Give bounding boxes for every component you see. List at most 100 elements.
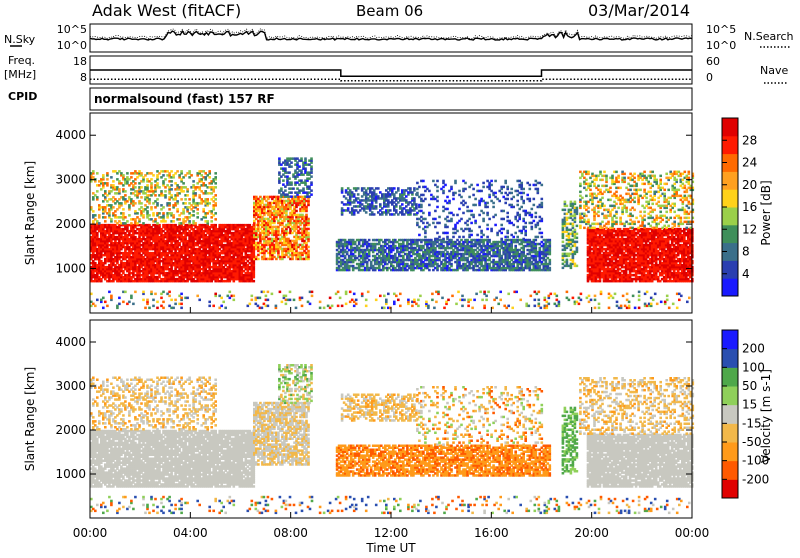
power-cell [194,222,197,225]
power-cell [152,174,155,177]
power-cell [186,188,189,191]
power-cell [310,175,313,178]
power-cell [401,203,404,206]
nsky-label: N.Sky [4,33,36,46]
power-cell [156,222,159,225]
power-cell [310,193,313,196]
power-cell [373,213,376,216]
power-cell [184,202,187,205]
power-cell [164,194,167,197]
power-cell [409,187,412,190]
power-cell [162,206,165,209]
power-cell [112,206,115,209]
power-cell [365,211,368,214]
power-cell [168,202,171,205]
power-cell [305,214,308,217]
power-cell [112,180,115,183]
power-cell [357,187,360,190]
power-cell [288,177,291,180]
power-cell [208,170,211,173]
power-cell [310,165,313,168]
power-cell [180,170,183,173]
power-cell [164,178,167,181]
power-cell [192,210,195,213]
power-cell [102,174,105,177]
power-cell [428,269,431,272]
power-cell [196,216,199,219]
power-cell [142,214,145,217]
power-cell [353,193,356,196]
power-cell [192,214,195,217]
power-cell [302,187,305,190]
power-cell [307,228,310,231]
power-cell [413,197,416,200]
power-cell [168,208,171,211]
power-cell [94,214,97,217]
power-cell [124,190,127,193]
power-cell [304,167,307,170]
power-cell [150,182,153,185]
power-cell [110,218,113,221]
power-cell [214,172,217,175]
power-cell [307,250,310,253]
power-cell [148,214,151,217]
power-cell [162,174,165,177]
power-cell [310,157,313,160]
power-cell [278,171,281,174]
power-cell [124,216,127,219]
power-cell [96,172,99,175]
power-cell [182,182,185,185]
power-cell [140,186,143,189]
power-cell [146,184,149,187]
power-cell [122,174,125,177]
power-cell [214,182,217,185]
power-cell [284,167,287,170]
power-cell [253,280,256,283]
power-cell [106,182,109,185]
power-cell [196,208,199,211]
power-cell [395,209,398,212]
power-cell [124,194,127,197]
power-cell [146,210,149,213]
freq-tick-bottom: 8 [80,71,87,84]
power-cell [162,212,165,215]
power-cell [96,196,99,199]
power-cell [106,172,109,175]
power-cell [154,218,157,221]
power-cell [136,212,139,215]
power-cell [120,202,123,205]
power-cell [176,170,179,173]
power-cell [160,190,163,193]
power-cell [134,182,137,185]
power-cell [170,180,173,183]
power-cell [92,210,95,213]
cpid-text: normalsound (fast) 157 RF [94,92,275,106]
power-cell [104,190,107,193]
power-cell [210,220,213,223]
power-cell [172,214,175,217]
noise-tick-left-top: 10^5 [57,23,87,36]
beam-title: Beam 06 [356,2,423,20]
power-cell [190,174,193,177]
freq-label: Freq. [8,54,35,67]
power-cell [170,170,173,173]
power-cell [196,212,199,215]
power-cell [106,178,109,181]
power-cell [214,212,217,215]
power-cell [164,220,167,223]
power-cell [295,210,298,213]
power-cell [290,161,293,164]
power-cell [170,194,173,197]
power-cell [130,222,133,225]
power-cell [307,218,310,221]
power-cell [194,192,197,195]
power-cell [126,220,129,223]
power-cell [188,220,191,223]
power-cell [142,222,145,225]
power-cell [138,218,141,221]
power-cell [140,196,143,199]
power-cell [413,187,416,190]
power-cell [150,206,153,209]
power-cell [290,195,293,198]
